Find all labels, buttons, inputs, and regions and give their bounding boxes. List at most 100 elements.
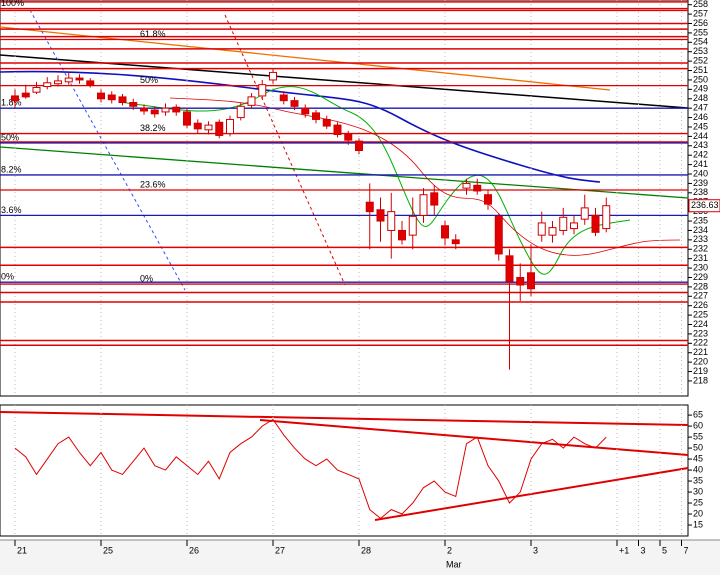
y-tick-label: 232 — [693, 244, 708, 254]
candle-body — [333, 124, 342, 136]
rsi-tick-label: 65 — [693, 409, 703, 419]
candle-body — [559, 216, 568, 231]
x-tick-label: 25 — [103, 545, 113, 555]
candle-body — [602, 205, 611, 230]
candle-body — [484, 194, 492, 205]
y-tick-label: 229 — [693, 272, 708, 282]
candle-body — [398, 229, 406, 241]
trend-line — [224, 14, 346, 286]
candle-body — [279, 94, 288, 102]
candle-body — [129, 102, 138, 107]
candle-body — [97, 92, 105, 100]
y-tick-label: 243 — [693, 140, 708, 150]
candle-body — [150, 109, 159, 115]
candle-body — [161, 107, 170, 113]
candle-body — [21, 92, 30, 98]
rsi-line — [14, 418, 607, 520]
rsi-tick-label: 55 — [693, 431, 703, 441]
candle-body — [43, 82, 52, 88]
candle-body — [301, 107, 310, 115]
candle-body — [441, 225, 449, 239]
candle-body — [75, 77, 84, 81]
y-tick-label: 252 — [693, 56, 708, 66]
fib-label: 3.6% — [1, 205, 22, 215]
candle-body — [258, 84, 267, 97]
candle-body — [322, 118, 331, 127]
y-tick-label: 247 — [693, 103, 708, 113]
trend-line — [0, 54, 689, 109]
candle-body — [32, 86, 41, 93]
y-tick-label: 244 — [693, 131, 708, 141]
candle-body — [505, 255, 514, 282]
y-tick-label: 246 — [693, 112, 708, 122]
rsi-tick-label: 35 — [693, 475, 703, 485]
candle-body — [247, 96, 256, 106]
fib-label: 50% — [1, 132, 19, 142]
y-tick-label: 248 — [693, 93, 708, 103]
fib-label: 0% — [1, 272, 14, 282]
rsi-tick-label: 20 — [693, 508, 703, 518]
x-tick-label: 27 — [275, 545, 285, 555]
rsi-tick-label: 30 — [693, 486, 703, 496]
candle-body — [548, 227, 557, 236]
candle-body — [140, 107, 148, 112]
y-tick-label: 226 — [693, 300, 708, 310]
fib-label: 38.2% — [140, 123, 166, 133]
candle-body — [355, 140, 363, 151]
candle-body — [376, 209, 385, 222]
y-tick-label: 258 — [693, 0, 708, 9]
x-tick-label: 26 — [189, 545, 199, 555]
x-tick-label: 3 — [641, 545, 646, 555]
candle-body — [290, 100, 299, 107]
candle-body — [118, 96, 127, 104]
y-tick-label: 222 — [693, 338, 708, 348]
rsi-tick-label: 25 — [693, 497, 703, 507]
y-tick-label: 241 — [693, 159, 708, 169]
y-tick-label: 250 — [693, 74, 708, 84]
x-tick-label: 28 — [361, 545, 371, 555]
price-tag — [688, 199, 720, 213]
y-tick-label: 231 — [693, 253, 708, 263]
y-tick-label: 227 — [693, 291, 708, 301]
y-tick-label: 256 — [693, 18, 708, 28]
candle-body — [419, 194, 428, 216]
y-tick-label: 230 — [693, 262, 708, 272]
rsi-tick-label: 50 — [693, 442, 703, 452]
rsi-trend-line — [0, 411, 689, 426]
rsi-tick-label: 15 — [693, 519, 703, 529]
rsi-tick-label: 40 — [693, 464, 703, 474]
trend-line — [0, 26, 611, 91]
x-axis-band — [0, 540, 720, 575]
candle-body — [527, 272, 535, 290]
fib-label: 8.2% — [1, 164, 22, 174]
candle-body — [344, 133, 353, 141]
y-tick-label: 225 — [693, 309, 708, 319]
x-tick-label: 21 — [17, 545, 27, 555]
month-label: Mar — [446, 559, 462, 569]
candle-body — [516, 276, 525, 286]
candle-body — [312, 112, 320, 120]
candle-body — [64, 77, 73, 83]
candle-body — [193, 122, 202, 130]
fib-label: 23.6% — [140, 179, 166, 189]
y-tick-label: 239 — [693, 178, 708, 188]
candle-body — [204, 124, 213, 131]
candle-body — [591, 214, 600, 233]
candle-body — [580, 207, 589, 220]
candle-body — [462, 182, 471, 189]
y-tick-label: 257 — [693, 8, 708, 18]
y-tick-label: 245 — [693, 121, 708, 131]
y-tick-label: 251 — [693, 65, 708, 75]
fib-label: 61.8% — [140, 29, 166, 39]
x-tick-label: +1 — [619, 545, 629, 555]
y-tick-label: 253 — [693, 46, 708, 56]
y-tick-label: 221 — [693, 347, 708, 357]
y-tick-label: 224 — [693, 319, 708, 329]
y-tick-label: 255 — [693, 27, 708, 37]
y-tick-label: 234 — [693, 225, 708, 235]
candle-body — [451, 239, 460, 245]
trend-line — [29, 9, 186, 291]
y-tick-label: 254 — [693, 37, 708, 47]
y-tick-label: 249 — [693, 84, 708, 94]
